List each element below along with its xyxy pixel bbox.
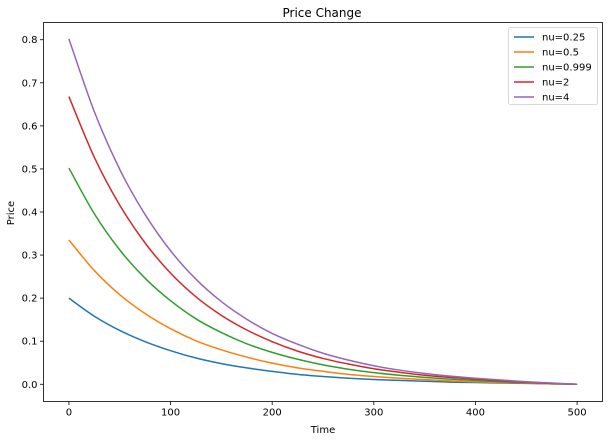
- legend: nu=0.25 nu=0.5 nu=0.999 nu=2 nu=4: [508, 27, 598, 105]
- y-tick-label: 0.5: [22, 164, 38, 175]
- x-axis-label: Time: [310, 425, 335, 436]
- x-tick-label: 200: [263, 408, 282, 419]
- y-tick-label: 0.1: [22, 337, 38, 348]
- series-line-nu-0-999: [68, 167, 578, 386]
- legend-frame: [508, 27, 598, 105]
- legend-label: nu=0.5: [542, 48, 579, 59]
- x-tick-label: 400: [466, 408, 485, 419]
- y-tick-label: 0.6: [22, 121, 38, 132]
- x-axis-ticks: 0 100 200 300 400 500: [66, 401, 587, 419]
- x-tick-label: 500: [568, 408, 587, 419]
- legend-label: nu=2: [542, 78, 569, 89]
- legend-label: nu=0.999: [542, 63, 592, 74]
- y-tick-label: 0.2: [22, 294, 38, 305]
- chart-title: Price Change: [282, 6, 361, 20]
- legend-label: nu=4: [542, 93, 569, 104]
- y-axis-label: Price: [6, 201, 17, 225]
- y-tick-label: 0.4: [22, 208, 38, 219]
- x-tick-label: 0: [66, 408, 72, 419]
- series-layer: [68, 38, 578, 386]
- x-tick-label: 100: [161, 408, 180, 419]
- y-tick-label: 0.7: [22, 78, 38, 89]
- y-tick-label: 0.0: [22, 380, 38, 391]
- y-axis-ticks: 0.0 0.1 0.2 0.3 0.4 0.5 0.6 0.7 0.8: [22, 35, 44, 391]
- series-line-nu-2: [68, 96, 578, 386]
- y-tick-label: 0.3: [22, 251, 38, 262]
- x-tick-label: 300: [364, 408, 383, 419]
- legend-items: nu=0.25 nu=0.5 nu=0.999 nu=2 nu=4: [514, 33, 592, 104]
- legend-label: nu=0.25: [542, 33, 585, 44]
- series-line-nu-4: [68, 38, 578, 386]
- y-tick-label: 0.8: [22, 35, 38, 46]
- series-line-nu-0-5: [68, 239, 578, 386]
- plot-area: [43, 22, 603, 402]
